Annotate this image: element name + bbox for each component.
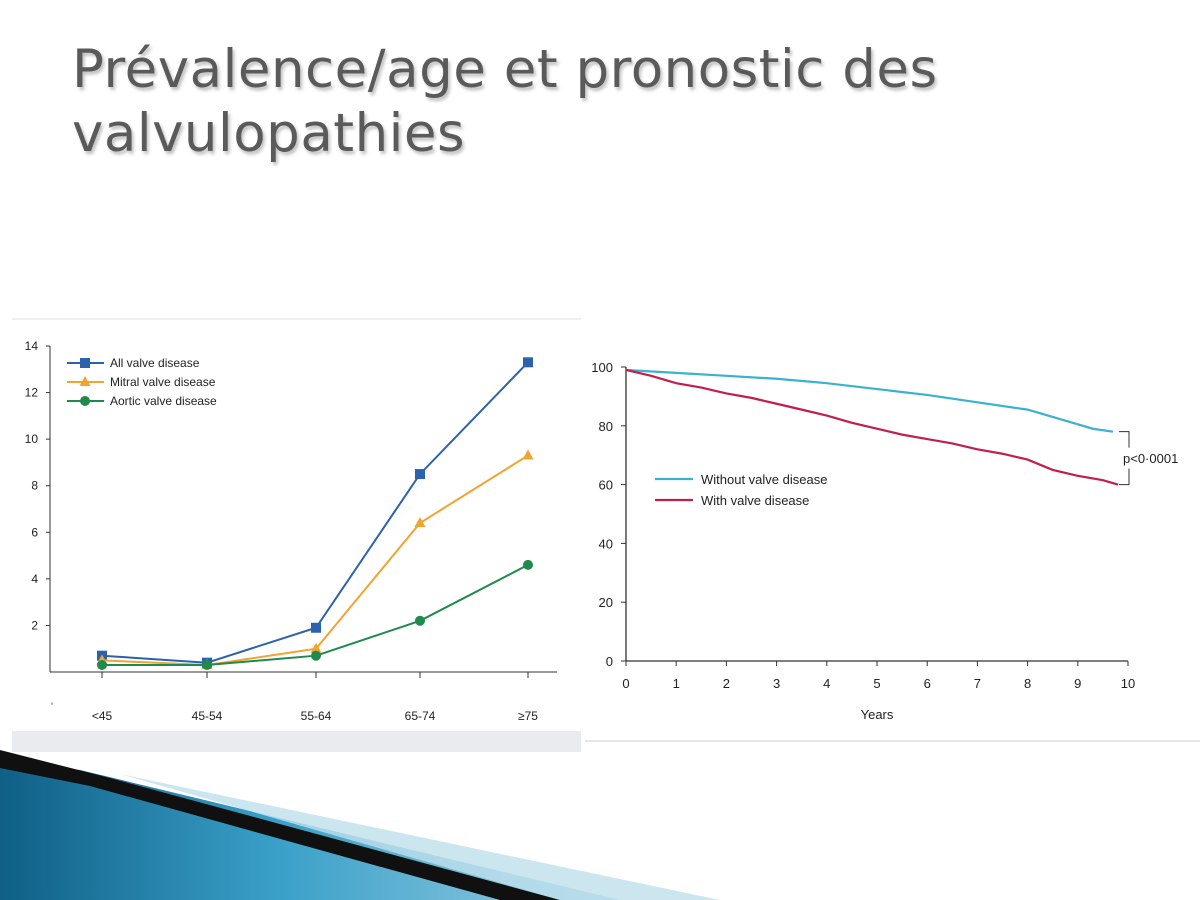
right-chart-divider [585,740,1200,742]
data-point-triangle [522,449,534,460]
slide-title: Prévalence/age et pronostic des valvulop… [72,38,1172,166]
left-chart-footer-bar [12,731,581,752]
data-point-square [415,469,425,480]
data-point-triangle [310,642,322,653]
x-tick-label: 3 [773,676,780,691]
legend-marker-square [80,358,90,368]
annotation-bracket-bottom [1119,468,1130,486]
x-tick-label: 8 [1024,676,1031,691]
legend-label: Without valve disease [701,472,827,487]
x-tick-label: 0 [622,676,629,691]
y-tick-label: 12 [25,386,39,400]
x-tick-label: 45-54 [192,709,223,723]
data-point-square [523,357,533,368]
x-tick-label: 65-74 [405,709,436,723]
slide-decoration-swoosh [0,750,720,900]
survival-chart-panel: 0 20 40 60 80 100 0 1 2 3 4 5 6 7 8 9 10 Years p<0·0001 Wit… [581,348,1200,742]
y-tick-label: 20 [599,595,613,610]
data-point-circle [202,660,212,671]
data-point-circle [523,559,533,570]
survival-curve-chart: 0 20 40 60 80 100 0 1 2 3 4 5 6 7 8 9 10 Years p<0·0001 Wit… [591,360,1178,722]
legend-label: Mitral valve disease [110,375,216,389]
legend-label: Aortic valve disease [110,394,217,408]
x-tick-label: 10 [1121,676,1135,691]
x-tick-label: 2 [723,676,730,691]
legend-marker-circle [80,396,90,406]
annotation-bracket-top [1119,431,1130,448]
data-point-triangle [414,516,426,527]
y-tick-label: 0 [606,654,613,669]
y-tick-label: 10 [25,432,39,446]
stray-tick-label: ' [51,701,53,713]
p-value-annotation: p<0·0001 [1123,451,1178,466]
survival-curve-with [625,368,1119,486]
data-point-square [311,622,321,633]
y-tick-label: 60 [599,478,613,493]
legend-label: With valve disease [701,493,809,508]
x-tick-label: 6 [924,676,931,691]
x-tick-label: 4 [823,676,830,691]
y-tick-label: 4 [31,572,38,586]
slide-title-line-2: valvulopathies [72,103,466,164]
x-tick-label: <45 [92,709,113,723]
y-tick-label: 8 [31,479,38,493]
data-point-circle [415,615,425,626]
data-point-circle [97,660,107,671]
legend-label: All valve disease [110,356,200,370]
y-tick-label: 40 [599,536,613,551]
y-tick-label: 14 [25,339,39,353]
x-tick-label: 1 [673,676,680,691]
x-tick-label: 55-64 [301,709,332,723]
prevalence-chart-panel: 2 4 6 8 10 12 14 <45 45-54 55-64 65-74 ≥75 ' All valv… [12,318,581,752]
data-point-circle [311,650,321,661]
x-tick-label: ≥75 [518,709,538,723]
x-axis-title: Years [861,707,894,722]
y-tick-label: 2 [31,618,38,632]
survival-curve-without [625,368,1114,433]
x-tick-label: 7 [974,676,981,691]
y-tick-label: 80 [599,419,613,434]
prevalence-by-age-chart: 2 4 6 8 10 12 14 <45 45-54 55-64 65-74 ≥75 ' All valv… [12,318,581,723]
x-tick-label: 5 [873,676,880,691]
series-line-triangle [101,454,529,667]
slide-title-line-1: Prévalence/age et pronostic des [72,39,938,100]
y-tick-label: 6 [31,525,38,539]
x-tick-label: 9 [1074,676,1081,691]
legend-marker-triangle [79,376,91,386]
y-tick-label: 100 [591,360,613,375]
